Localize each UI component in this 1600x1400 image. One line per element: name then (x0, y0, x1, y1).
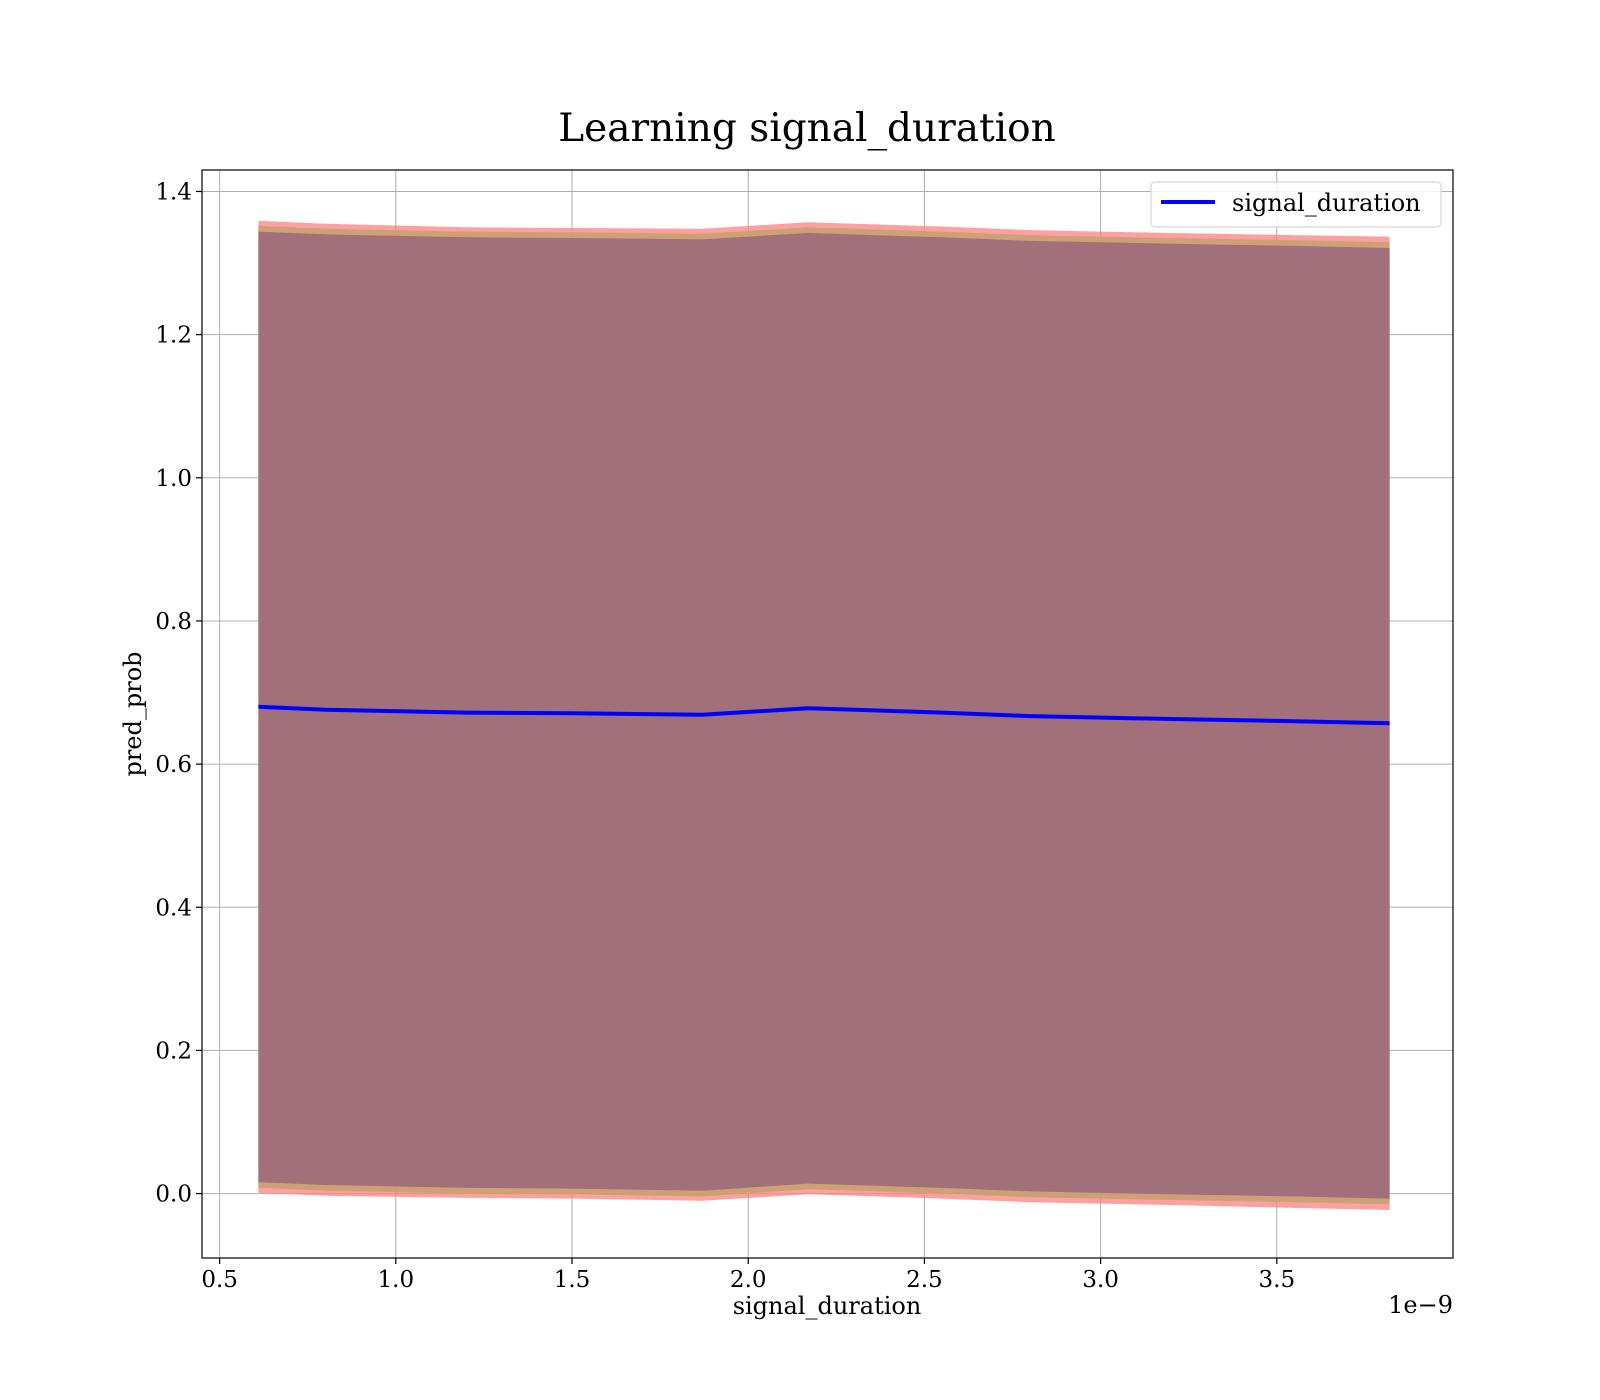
chart-title: Learning signal_duration (558, 106, 1055, 151)
y-tick-label: 0.4 (155, 895, 192, 921)
legend-box (1150, 181, 1442, 228)
legend: signal_duration (1150, 181, 1442, 228)
y-axis-ticks: 0.0 0.2 0.4 0.6 0.8 1.0 1.2 1.4 (155, 179, 202, 1208)
y-tick-label: 1.4 (155, 179, 192, 205)
x-tick-label: 2.0 (730, 1267, 767, 1293)
y-tick-label: 0.2 (155, 1038, 192, 1064)
x-tick-label: 2.5 (906, 1267, 943, 1293)
legend-label: signal_duration (1232, 189, 1421, 217)
x-axis-offset-text: 1e−9 (1388, 1291, 1453, 1319)
x-tick-label: 1.0 (378, 1267, 415, 1293)
x-axis-label: signal_duration (733, 1292, 922, 1320)
y-tick-label: 1.2 (155, 323, 192, 349)
x-tick-label: 0.5 (201, 1267, 238, 1293)
y-tick-label: 0.8 (155, 609, 192, 635)
y-axis-label: pred_prob (119, 651, 147, 776)
band-inner (258, 231, 1390, 1199)
series-lines (258, 704, 1390, 726)
x-tick-label: 3.0 (1082, 1267, 1119, 1293)
series-line-signal-duration (258, 704, 1390, 726)
plot-frame (201, 169, 1454, 1259)
confidence-bands (258, 220, 1390, 1211)
y-tick-label: 0.6 (155, 752, 192, 778)
y-tick-label: 0.0 (155, 1182, 192, 1208)
x-axis-ticks: 0.5 1.0 1.5 2.0 2.5 3.0 3.5 (201, 1258, 1295, 1293)
x-tick-label: 1.5 (554, 1267, 591, 1293)
y-tick-label: 1.0 (155, 466, 192, 492)
x-tick-label: 3.5 (1259, 1267, 1296, 1293)
